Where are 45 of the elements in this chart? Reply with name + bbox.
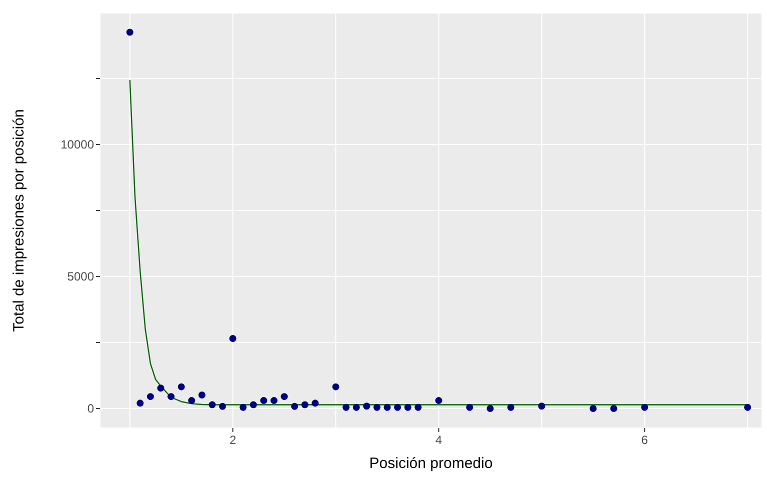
point bbox=[404, 404, 412, 411]
point bbox=[136, 400, 144, 407]
x-tick-label: 4 bbox=[435, 433, 442, 447]
point bbox=[538, 402, 546, 410]
point bbox=[466, 404, 474, 411]
point bbox=[219, 402, 226, 410]
point bbox=[168, 393, 175, 400]
point bbox=[301, 401, 308, 408]
point bbox=[744, 404, 752, 411]
point bbox=[146, 393, 154, 400]
y-tick-label: 10000 bbox=[60, 138, 94, 152]
x-tick-label: 6 bbox=[641, 433, 648, 447]
point bbox=[260, 397, 268, 404]
point bbox=[270, 397, 278, 404]
point bbox=[178, 383, 185, 390]
point bbox=[240, 404, 247, 411]
point bbox=[610, 404, 618, 412]
y-tick-label: 0 bbox=[87, 402, 94, 416]
point bbox=[291, 402, 298, 410]
point bbox=[486, 404, 494, 412]
point bbox=[229, 335, 236, 342]
point bbox=[280, 393, 288, 400]
point bbox=[590, 404, 597, 412]
point bbox=[363, 402, 370, 410]
point bbox=[352, 404, 360, 411]
y-axis-title: Total de impresiones por posición bbox=[10, 109, 28, 332]
point bbox=[250, 401, 257, 408]
point bbox=[312, 400, 319, 407]
point bbox=[126, 28, 134, 36]
point bbox=[394, 404, 402, 411]
point bbox=[208, 401, 216, 408]
x-tick-label: 2 bbox=[229, 433, 236, 447]
point bbox=[342, 404, 350, 411]
point bbox=[198, 392, 206, 398]
point bbox=[507, 404, 514, 411]
x-axis-title: Posición promedio bbox=[369, 455, 493, 472]
point bbox=[414, 404, 422, 411]
point bbox=[435, 397, 442, 404]
point bbox=[641, 404, 648, 411]
point bbox=[384, 404, 391, 411]
y-tick-label: 5000 bbox=[67, 270, 94, 284]
point bbox=[332, 383, 340, 390]
point bbox=[373, 404, 380, 411]
point bbox=[188, 397, 196, 404]
point bbox=[157, 384, 164, 392]
